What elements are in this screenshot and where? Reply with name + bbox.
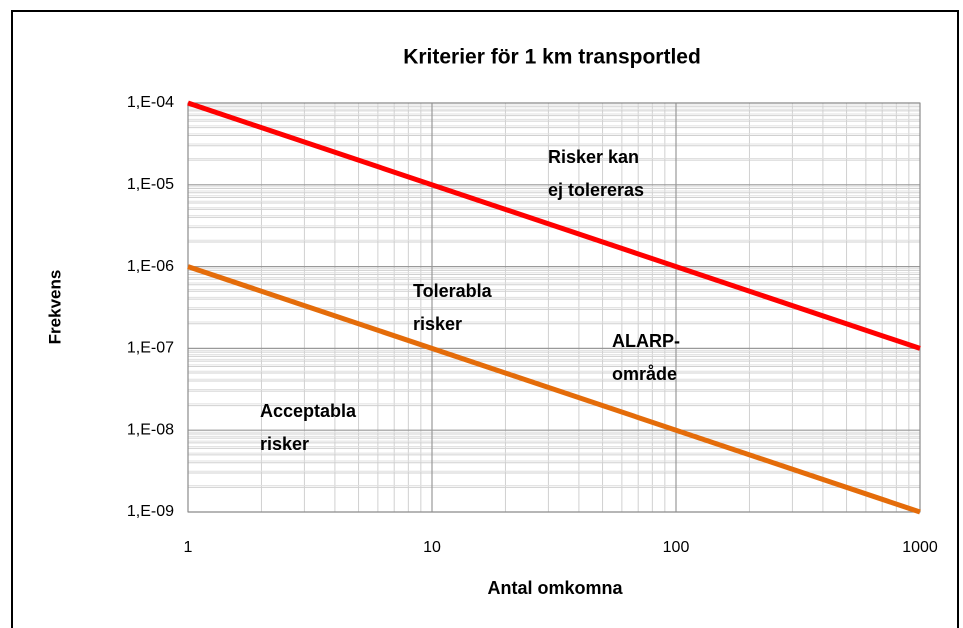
annotation: risker	[413, 314, 462, 334]
x-tick-label: 1000	[902, 539, 938, 556]
x-tick-label: 10	[423, 539, 441, 556]
y-tick-label: 1,E-07	[127, 340, 174, 357]
annotation: risker	[260, 434, 309, 454]
y-tick-label: 1,E-04	[127, 94, 174, 111]
line	[187, 264, 921, 515]
annotation: ALARP-	[612, 331, 680, 351]
y-tick-label: 1,E-05	[127, 176, 174, 193]
y-tick-label: 1,E-06	[127, 258, 174, 275]
annotation: Tolerabla	[413, 281, 493, 301]
x-tick-label: 100	[663, 539, 690, 556]
annotation: Risker kan	[548, 147, 639, 167]
annotation: område	[612, 364, 677, 384]
x-axis-label: Antal omkomna	[487, 578, 623, 598]
line	[187, 100, 921, 351]
annotation: Acceptabla	[260, 401, 357, 421]
chart-title: Kriterier för 1 km transportled	[403, 46, 701, 69]
y-axis-label: Frekvens	[45, 270, 64, 345]
y-tick-label: 1,E-08	[127, 421, 174, 438]
x-tick-label: 1	[184, 539, 193, 556]
y-tick-label: 1,E-09	[127, 503, 174, 520]
annotation: ej tolereras	[548, 180, 644, 200]
plot-frame	[187, 102, 921, 513]
